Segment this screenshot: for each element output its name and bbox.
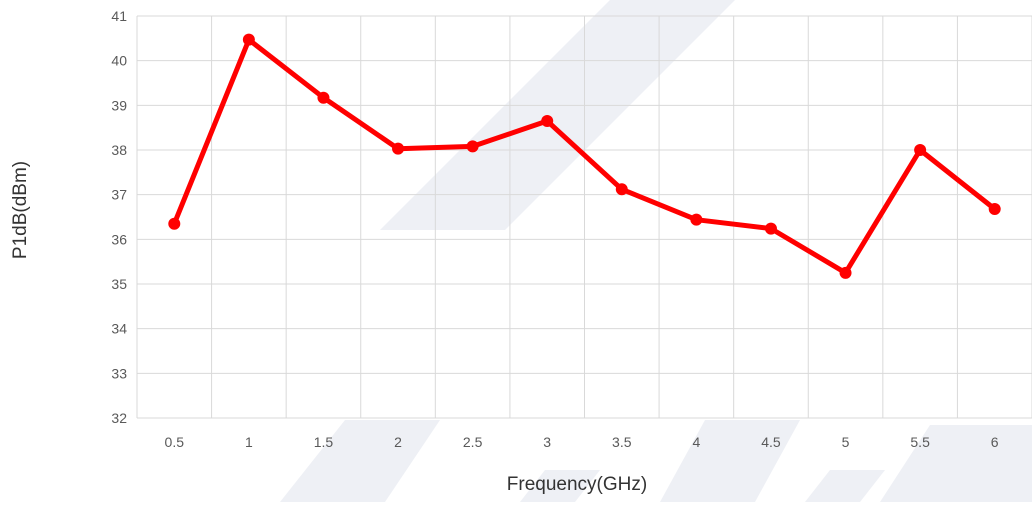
x-tick-label: 1.5	[314, 434, 334, 450]
x-tick-label: 1	[245, 434, 253, 450]
y-tick-label: 34	[111, 321, 127, 337]
watermark-stripe	[880, 425, 1032, 502]
watermark-stripe	[805, 470, 885, 502]
x-tick-label: 2.5	[463, 434, 483, 450]
y-tick-label: 35	[111, 276, 127, 292]
x-tick-label: 4	[692, 434, 700, 450]
data-point	[839, 266, 852, 279]
data-point	[914, 144, 927, 156]
data-point	[242, 33, 255, 46]
watermark-background	[280, 0, 1032, 502]
y-tick-label: 41	[111, 8, 127, 24]
y-tick-label: 39	[111, 97, 127, 113]
data-point	[168, 217, 181, 230]
data-point	[988, 202, 1001, 215]
data-point	[541, 114, 554, 127]
x-tick-label: 3.5	[612, 434, 632, 450]
series	[168, 33, 1001, 279]
watermark-stripe	[280, 420, 440, 502]
x-tick-label: 0.5	[165, 434, 185, 450]
x-tick-label: 4.5	[761, 434, 781, 450]
x-tick-label: 3	[543, 434, 551, 450]
y-tick-label: 40	[111, 53, 127, 69]
x-axis-title: Frequency(GHz)	[507, 474, 647, 495]
data-point	[392, 142, 405, 155]
axes: 32 33 34 35 36 37 38 39 40 41 0.5 1 1.5 2 2.5 3 3.5 4 4.5 5…	[111, 8, 998, 450]
x-tick-label: 6	[991, 434, 999, 450]
x-tick-label: 5.5	[910, 434, 930, 450]
watermark-stripe	[660, 420, 800, 502]
series-line	[171, 37, 998, 276]
y-tick-label: 33	[111, 365, 127, 381]
x-tick-label: 5	[842, 434, 850, 450]
x-tick-label: 2	[394, 434, 402, 450]
y-tick-label: 32	[111, 410, 127, 426]
data-point	[764, 222, 777, 235]
gridlines	[136, 15, 1032, 419]
data-point	[466, 140, 479, 153]
y-tick-label: 36	[111, 231, 127, 247]
y-tick-label: 37	[111, 187, 127, 203]
data-point	[690, 213, 703, 226]
data-point	[317, 91, 330, 104]
y-tick-label: 38	[111, 142, 127, 158]
watermark-stripe	[380, 0, 735, 230]
data-point	[615, 183, 628, 196]
watermark-stripe	[520, 470, 600, 502]
y-axis-title: P1dB(dBm)	[10, 161, 31, 259]
